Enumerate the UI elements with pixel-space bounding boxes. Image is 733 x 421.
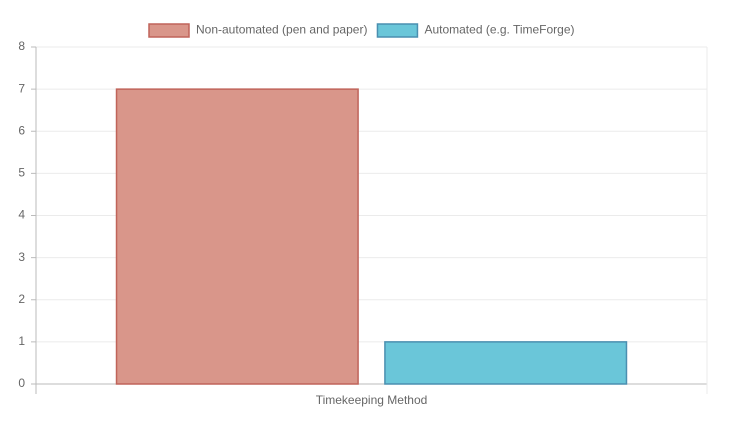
legend-swatch[interactable] bbox=[376, 23, 419, 38]
y-tick-label: 8 bbox=[18, 39, 25, 53]
bar bbox=[115, 88, 359, 385]
y-tick-label: 3 bbox=[18, 250, 25, 264]
bar bbox=[384, 341, 628, 385]
y-tick-label: 5 bbox=[18, 166, 25, 180]
y-tick-label: 2 bbox=[18, 292, 25, 306]
y-tick-label: 1 bbox=[18, 334, 25, 348]
y-tick-label: 6 bbox=[18, 123, 25, 137]
y-tick-label: 7 bbox=[18, 81, 25, 95]
y-tick-label: 0 bbox=[18, 376, 25, 390]
y-tick-label: 4 bbox=[18, 208, 25, 222]
x-tick-label: Timekeeping Method bbox=[316, 393, 428, 407]
legend-label[interactable]: Automated (e.g. TimeForge) bbox=[424, 23, 574, 37]
legend-swatch[interactable] bbox=[148, 23, 190, 38]
legend-label[interactable]: Non-automated (pen and paper) bbox=[196, 23, 367, 37]
